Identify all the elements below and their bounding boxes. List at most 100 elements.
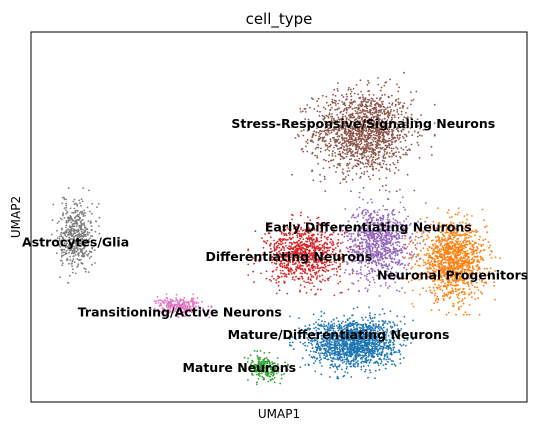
data-point [429,273,431,276]
data-point [460,277,462,279]
chart-title: cell_type [246,10,313,29]
data-point [386,257,389,259]
data-point [254,260,257,263]
data-point [335,128,338,131]
data-point [363,134,366,137]
data-point [433,289,436,292]
data-point [400,262,403,265]
data-point [384,257,387,260]
data-point [389,344,391,347]
data-point [367,147,370,150]
data-point [381,254,384,256]
data-point [348,86,350,89]
data-point [446,256,449,258]
data-point [392,162,395,164]
data-point [403,71,405,74]
data-point [369,321,371,324]
data-point [441,259,443,262]
data-point [450,265,453,267]
data-point [309,219,312,222]
data-point [386,119,389,121]
data-point [346,170,349,173]
data-point [351,103,354,105]
data-point [352,121,355,123]
data-point [445,223,448,226]
data-point [472,261,475,264]
data-point [302,238,305,241]
data-point [280,272,282,275]
data-point [327,115,329,117]
data-point [275,242,277,245]
data-point [386,124,388,127]
data-point [362,186,365,189]
data-point [461,263,464,266]
data-point [337,116,340,119]
data-point [295,266,298,269]
data-point [442,265,445,268]
data-point [296,264,299,267]
data-point [327,123,329,126]
data-point [332,231,335,234]
data-point [361,111,363,113]
data-point [381,103,384,106]
data-point [342,113,344,116]
data-point [375,143,377,146]
data-point [457,240,459,243]
data-point [341,117,344,119]
data-point [366,140,368,143]
data-point [468,223,471,225]
data-point [459,233,461,236]
data-point [333,137,336,139]
data-point [372,136,375,139]
data-point [380,253,382,256]
data-point [343,120,346,123]
data-point [391,243,394,246]
data-point [424,220,427,223]
data-point [393,363,396,366]
data-point [291,243,293,246]
data-point [330,238,333,241]
data-point [376,264,378,267]
data-point [365,239,368,242]
data-point [349,227,352,229]
data-point [449,284,452,286]
data-point [353,123,356,125]
data-point [329,138,332,141]
data-point [449,274,452,277]
data-point [369,229,371,231]
data-point [365,249,368,252]
data-point [337,138,340,141]
data-point [402,277,405,280]
data-point [388,238,391,241]
data-point [431,280,434,282]
data-point [417,220,419,223]
data-point [421,135,423,137]
data-point [381,214,384,217]
data-point [381,159,384,162]
data-point [397,278,400,280]
data-point [391,212,393,215]
data-point [300,264,303,267]
data-point [331,268,334,271]
data-point [462,279,464,281]
data-point [319,356,321,359]
data-point [325,95,328,98]
data-point [377,131,380,134]
data-point [370,120,373,123]
data-point [299,242,301,245]
data-point [372,233,374,236]
data-point [306,104,309,106]
data-point [395,190,398,193]
data-point [377,240,380,243]
data-point [341,255,344,258]
data-point [387,114,389,116]
data-point [406,252,408,255]
data-point [332,243,335,246]
data-point [300,148,303,151]
data-point [336,114,339,116]
scatter-points [50,71,502,386]
data-point [345,119,348,121]
data-point [299,291,301,293]
data-point [269,244,271,247]
data-point [323,256,326,259]
